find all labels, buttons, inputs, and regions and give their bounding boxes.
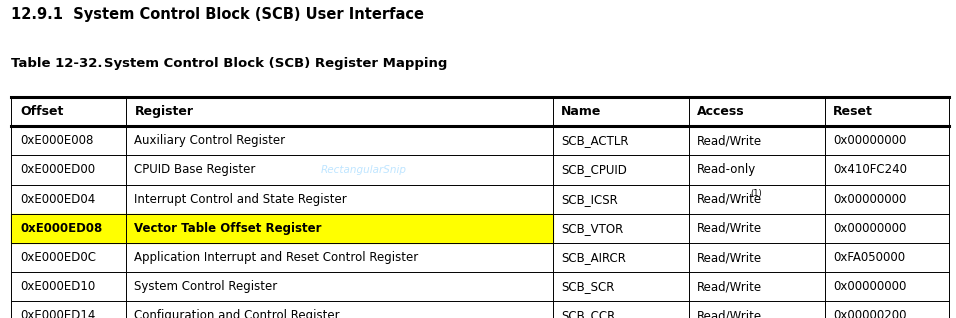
Bar <box>11 126 949 155</box>
Text: Auxiliary Control Register: Auxiliary Control Register <box>135 134 286 147</box>
Text: System Control Block (SCB) Register Mapping: System Control Block (SCB) Register Mapp… <box>90 57 447 70</box>
Text: 0x00000000: 0x00000000 <box>834 280 906 293</box>
Text: Application Interrupt and Reset Control Register: Application Interrupt and Reset Control … <box>135 251 419 264</box>
Text: SCB_AIRCR: SCB_AIRCR <box>561 251 626 264</box>
Text: Offset: Offset <box>20 105 63 118</box>
Text: SCB_VTOR: SCB_VTOR <box>561 222 623 235</box>
Text: 0xE000ED00: 0xE000ED00 <box>20 163 96 176</box>
Text: System Control Register: System Control Register <box>135 280 278 293</box>
Text: 0xE000ED0C: 0xE000ED0C <box>20 251 96 264</box>
Text: Read/Write: Read/Write <box>697 134 762 147</box>
Text: 0x00000000: 0x00000000 <box>834 134 906 147</box>
Text: 12.9.1  System Control Block (SCB) User Interface: 12.9.1 System Control Block (SCB) User I… <box>11 7 424 22</box>
Text: 0x00000000: 0x00000000 <box>834 193 906 206</box>
Text: SCB_CCR: SCB_CCR <box>561 309 616 318</box>
Bar <box>11 184 949 214</box>
Text: Read/Write: Read/Write <box>697 280 762 293</box>
Text: 0x00000000: 0x00000000 <box>834 222 906 235</box>
Bar <box>11 243 949 272</box>
Text: Read/Write: Read/Write <box>697 309 762 318</box>
Text: 0xE000ED04: 0xE000ED04 <box>20 193 96 206</box>
Text: 0xE000ED14: 0xE000ED14 <box>20 309 96 318</box>
Bar <box>11 214 553 243</box>
Text: 0xE000ED08: 0xE000ED08 <box>20 222 102 235</box>
Bar <box>11 214 949 243</box>
Text: Read/Write: Read/Write <box>697 251 762 264</box>
Text: Read/Write: Read/Write <box>697 193 762 206</box>
Text: SCB_ACTLR: SCB_ACTLR <box>561 134 629 147</box>
Text: Reset: Reset <box>834 105 873 118</box>
Text: 0xFA050000: 0xFA050000 <box>834 251 905 264</box>
Text: Read-only: Read-only <box>697 163 756 176</box>
Text: 0x410FC240: 0x410FC240 <box>834 163 907 176</box>
Text: Table 12-32.: Table 12-32. <box>11 57 103 70</box>
Text: 0x00000200: 0x00000200 <box>834 309 906 318</box>
Text: RectangularSnip: RectangularSnip <box>320 165 406 175</box>
Text: 0xE000E008: 0xE000E008 <box>20 134 94 147</box>
Text: CPUID Base Register: CPUID Base Register <box>135 163 256 176</box>
Text: Access: Access <box>697 105 745 118</box>
Bar <box>11 97 949 126</box>
Text: (1): (1) <box>750 189 763 198</box>
Text: Vector Table Offset Register: Vector Table Offset Register <box>135 222 322 235</box>
Text: Interrupt Control and State Register: Interrupt Control and State Register <box>135 193 347 206</box>
Text: SCB_ICSR: SCB_ICSR <box>561 193 618 206</box>
Text: 0xE000ED10: 0xE000ED10 <box>20 280 96 293</box>
Text: Configuration and Control Register: Configuration and Control Register <box>135 309 340 318</box>
Bar <box>11 301 949 318</box>
Text: Name: Name <box>561 105 601 118</box>
Bar <box>11 155 949 184</box>
Text: SCB_CPUID: SCB_CPUID <box>561 163 627 176</box>
Text: Read/Write: Read/Write <box>697 222 762 235</box>
Text: Register: Register <box>135 105 193 118</box>
Bar <box>11 272 949 301</box>
Text: SCB_SCR: SCB_SCR <box>561 280 615 293</box>
